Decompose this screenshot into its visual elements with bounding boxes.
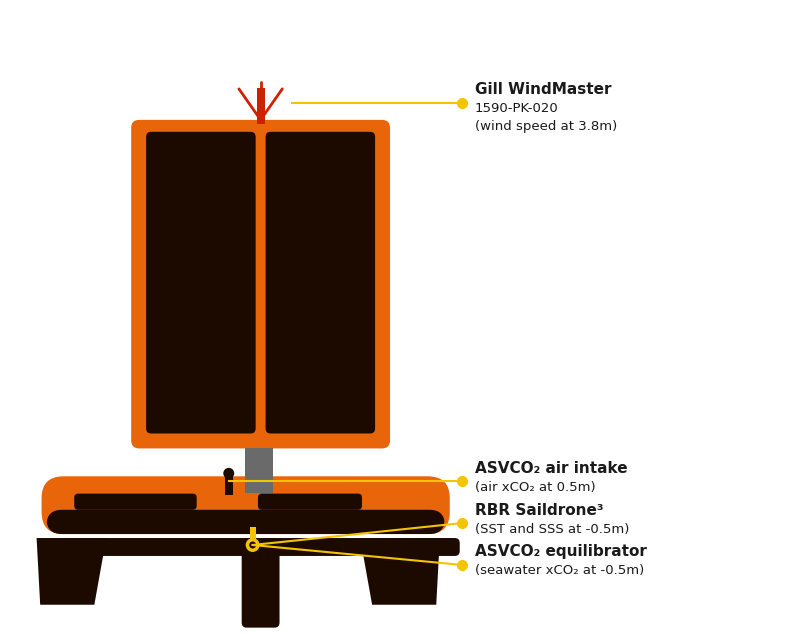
Bar — [250, 527, 256, 545]
Bar — [257, 88, 265, 120]
FancyBboxPatch shape — [42, 476, 450, 534]
Circle shape — [246, 538, 260, 552]
Text: (seawater xCO₂ at -0.5m): (seawater xCO₂ at -0.5m) — [474, 564, 644, 578]
Text: (air xCO₂ at 0.5m): (air xCO₂ at 0.5m) — [474, 481, 595, 494]
FancyBboxPatch shape — [146, 132, 256, 434]
Bar — [257, 118, 265, 124]
Text: 1590-PK-020: 1590-PK-020 — [474, 103, 558, 115]
FancyBboxPatch shape — [74, 494, 197, 510]
Text: Gill WindMaster: Gill WindMaster — [474, 82, 611, 98]
Text: ASVCO₂ equilibrator: ASVCO₂ equilibrator — [474, 545, 646, 559]
Text: (wind speed at 3.8m): (wind speed at 3.8m) — [474, 120, 617, 133]
Text: RBR Saildrone³: RBR Saildrone³ — [474, 503, 603, 517]
Circle shape — [249, 541, 256, 548]
FancyBboxPatch shape — [258, 494, 362, 510]
Polygon shape — [37, 538, 106, 605]
FancyBboxPatch shape — [62, 538, 460, 556]
FancyBboxPatch shape — [242, 538, 279, 628]
Bar — [245, 448, 273, 493]
Polygon shape — [360, 538, 440, 605]
Text: (SST and SSS at -0.5m): (SST and SSS at -0.5m) — [474, 522, 629, 536]
Text: ASVCO₂ air intake: ASVCO₂ air intake — [474, 461, 627, 476]
FancyBboxPatch shape — [131, 120, 390, 448]
FancyBboxPatch shape — [46, 510, 445, 534]
Bar — [225, 474, 233, 495]
FancyBboxPatch shape — [266, 132, 375, 434]
Circle shape — [223, 468, 234, 479]
